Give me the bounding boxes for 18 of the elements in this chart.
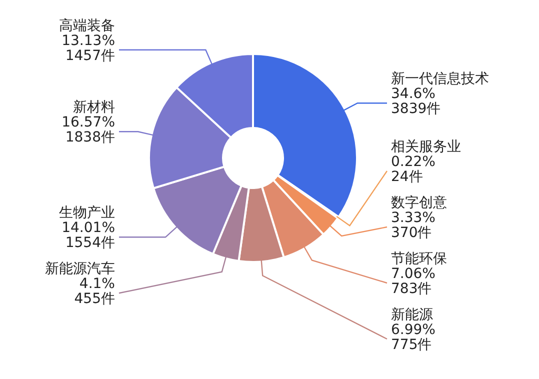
data-label: 3.33% 370件 xyxy=(391,210,436,241)
slice-label: 高端装备 xyxy=(59,18,115,34)
data-label: 14.01% 1554件 xyxy=(62,220,115,252)
slice-label: 相关服务业 xyxy=(391,139,461,155)
data-label: 13.13% 1457件 xyxy=(62,32,115,64)
slice-label: 新一代信息技术 xyxy=(391,71,489,88)
data-label: 4.1% 455件 xyxy=(74,276,115,308)
slice-label: 节能环保 xyxy=(391,251,447,267)
data-label: 7.06% 783件 xyxy=(391,266,436,297)
data-label: 34.6% 3839件 xyxy=(391,86,441,118)
data-label: 0.22% 24件 xyxy=(391,154,436,185)
slice-label: 新材料 xyxy=(73,100,115,116)
data-label: 16.57% 1838件 xyxy=(62,114,115,146)
slice-label: 新能源汽车 xyxy=(45,261,115,278)
slice-label: 新能源 xyxy=(391,307,433,323)
data-label: 6.99% 775件 xyxy=(391,322,436,353)
slice-label: 生物产业 xyxy=(59,205,115,222)
slice-label: 数字创意 xyxy=(391,195,447,211)
